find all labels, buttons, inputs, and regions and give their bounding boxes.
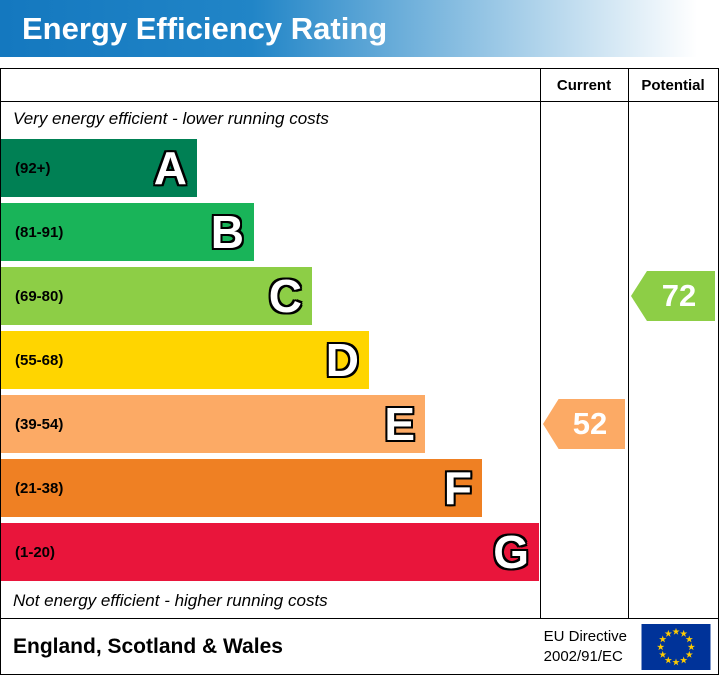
band-f-range: (21-38) bbox=[15, 479, 64, 497]
current-rating-arrow: 52 bbox=[543, 399, 625, 449]
current-rating-value: 52 bbox=[572, 406, 608, 441]
band-f-letter: F bbox=[443, 462, 472, 514]
eu-directive-line2: 2002/91/EC bbox=[543, 647, 623, 665]
band-f: (21-38) F bbox=[1, 459, 482, 517]
band-a: (92+) A bbox=[1, 139, 197, 197]
potential-rating-value: 72 bbox=[661, 278, 697, 313]
column-header-current: Current bbox=[540, 69, 628, 102]
header-spacer bbox=[1, 69, 540, 102]
band-b-range: (81-91) bbox=[15, 223, 64, 241]
band-d-letter: D bbox=[325, 334, 359, 386]
band-c-range: (69-80) bbox=[15, 287, 64, 305]
column-divider-current bbox=[540, 69, 541, 618]
band-a-range: (92+) bbox=[15, 159, 51, 177]
page-title: Energy Efficiency Rating bbox=[22, 10, 388, 46]
footer-region-label: England, Scotland & Wales bbox=[13, 634, 283, 658]
band-c-letter: C bbox=[268, 270, 302, 322]
potential-rating-arrow: 72 bbox=[631, 271, 715, 321]
band-g-range: (1-20) bbox=[15, 543, 56, 561]
band-b: (81-91) B bbox=[1, 203, 254, 261]
band-a-letter: A bbox=[153, 142, 187, 194]
band-c: (69-80) C bbox=[1, 267, 312, 325]
band-g-letter: G bbox=[493, 526, 529, 578]
band-e-letter: E bbox=[384, 398, 415, 450]
band-b-letter: B bbox=[210, 206, 244, 258]
column-divider-potential bbox=[628, 69, 629, 618]
eu-directive-label: EU Directive 2002/91/EC bbox=[544, 627, 627, 666]
eu-directive-line1: EU Directive bbox=[543, 628, 627, 645]
title-bar: Energy Efficiency Rating bbox=[0, 0, 719, 57]
eu-flag-icon bbox=[641, 623, 711, 670]
note-bottom: Not energy efficient - higher running co… bbox=[13, 591, 328, 610]
note-top: Very energy efficient - lower running co… bbox=[13, 109, 329, 128]
column-header-potential: Potential bbox=[628, 69, 718, 102]
band-d-range: (55-68) bbox=[15, 351, 64, 369]
band-g: (1-20) G bbox=[1, 523, 539, 581]
footer-bar: England, Scotland & Wales EU Directive 2… bbox=[0, 619, 719, 675]
band-d: (55-68) D bbox=[1, 331, 369, 389]
band-e: (39-54) E bbox=[1, 395, 425, 453]
band-e-range: (39-54) bbox=[15, 415, 64, 433]
epc-chart: Current Potential Very energy efficient … bbox=[0, 68, 719, 619]
